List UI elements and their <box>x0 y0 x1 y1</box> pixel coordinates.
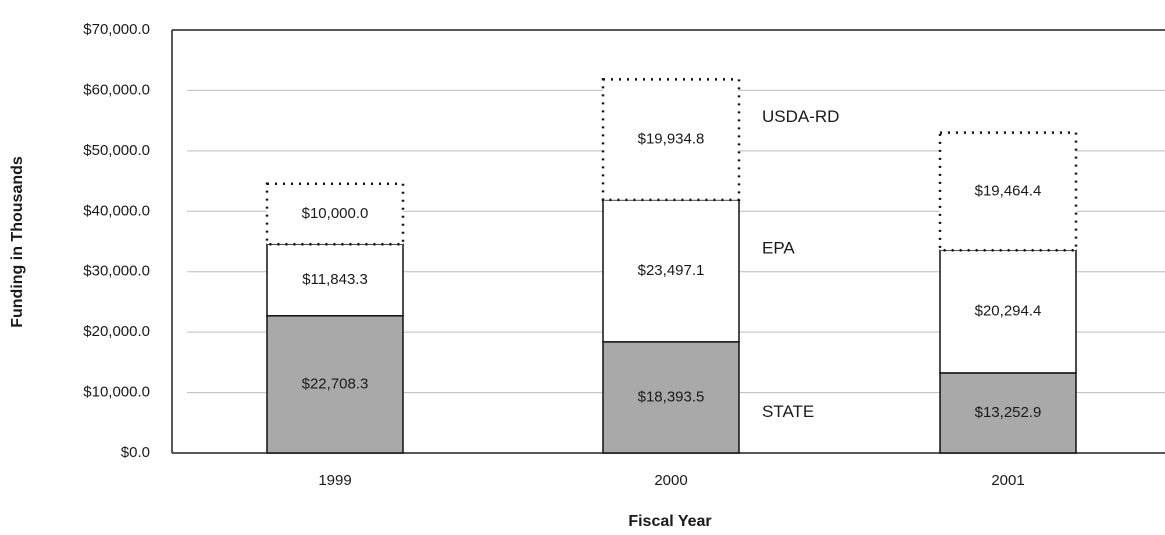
bar-segment <box>266 315 404 454</box>
series-label: STATE <box>762 402 814 421</box>
x-tick-label: 2001 <box>991 472 1024 489</box>
value-label: $10,000.0 <box>302 205 369 222</box>
y-tick-label: $20,000.0 <box>83 323 150 340</box>
value-label: $23,497.1 <box>638 262 705 279</box>
y-tick-label: $10,000.0 <box>83 384 150 401</box>
y-tick-label: $0.0 <box>121 444 150 461</box>
x-tick-label: 2000 <box>654 472 687 489</box>
value-label: $19,934.8 <box>638 131 705 148</box>
x-tick-label: 1999 <box>318 472 351 489</box>
y-axis-title: Funding in Thousands <box>9 156 26 328</box>
bar-segment <box>938 131 1078 252</box>
bar-segment <box>602 341 740 454</box>
value-label: $11,843.3 <box>302 271 368 288</box>
value-label: $18,393.5 <box>638 388 705 405</box>
y-tick-label: $40,000.0 <box>83 202 150 219</box>
bar-segment <box>601 78 741 202</box>
bar-segment <box>265 182 405 246</box>
y-tick-label: $50,000.0 <box>83 142 150 159</box>
value-label: $22,708.3 <box>302 375 369 392</box>
series-label: USDA-RD <box>762 107 839 126</box>
y-tick-label: $70,000.0 <box>83 21 150 38</box>
y-tick-label: $30,000.0 <box>83 263 150 280</box>
y-tick-label: $60,000.0 <box>83 81 150 98</box>
series-label: EPA <box>762 238 795 257</box>
value-label: $19,464.4 <box>975 182 1042 199</box>
x-axis-title: Fiscal Year <box>628 513 711 530</box>
value-label: $20,294.4 <box>975 303 1042 320</box>
bar-segment <box>602 199 740 343</box>
value-label: $13,252.9 <box>975 404 1042 421</box>
bar-segment <box>266 243 404 317</box>
